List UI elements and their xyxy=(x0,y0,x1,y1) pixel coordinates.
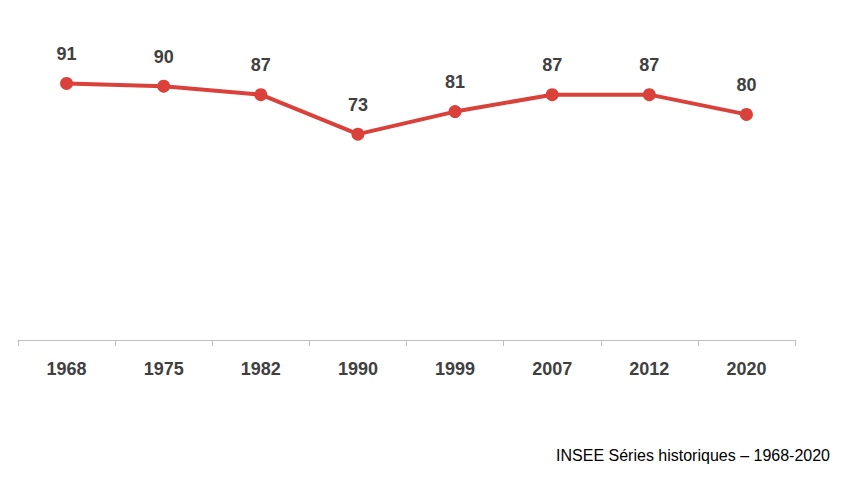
svg-text:1975: 1975 xyxy=(144,359,184,379)
svg-text:81: 81 xyxy=(445,72,465,92)
svg-text:90: 90 xyxy=(154,47,174,67)
svg-text:91: 91 xyxy=(57,44,77,64)
svg-text:73: 73 xyxy=(348,95,368,115)
svg-text:87: 87 xyxy=(251,55,271,75)
svg-text:2007: 2007 xyxy=(532,359,572,379)
svg-text:2020: 2020 xyxy=(726,359,766,379)
svg-text:1968: 1968 xyxy=(47,359,87,379)
svg-text:1999: 1999 xyxy=(435,359,475,379)
svg-text:87: 87 xyxy=(542,55,562,75)
svg-text:87: 87 xyxy=(639,55,659,75)
svg-text:1982: 1982 xyxy=(241,359,281,379)
svg-text:1990: 1990 xyxy=(338,359,378,379)
svg-text:2012: 2012 xyxy=(629,359,669,379)
svg-text:80: 80 xyxy=(736,75,756,95)
svg-text:INSEE Séries historiques – 196: INSEE Séries historiques – 1968-2020 xyxy=(556,447,830,464)
